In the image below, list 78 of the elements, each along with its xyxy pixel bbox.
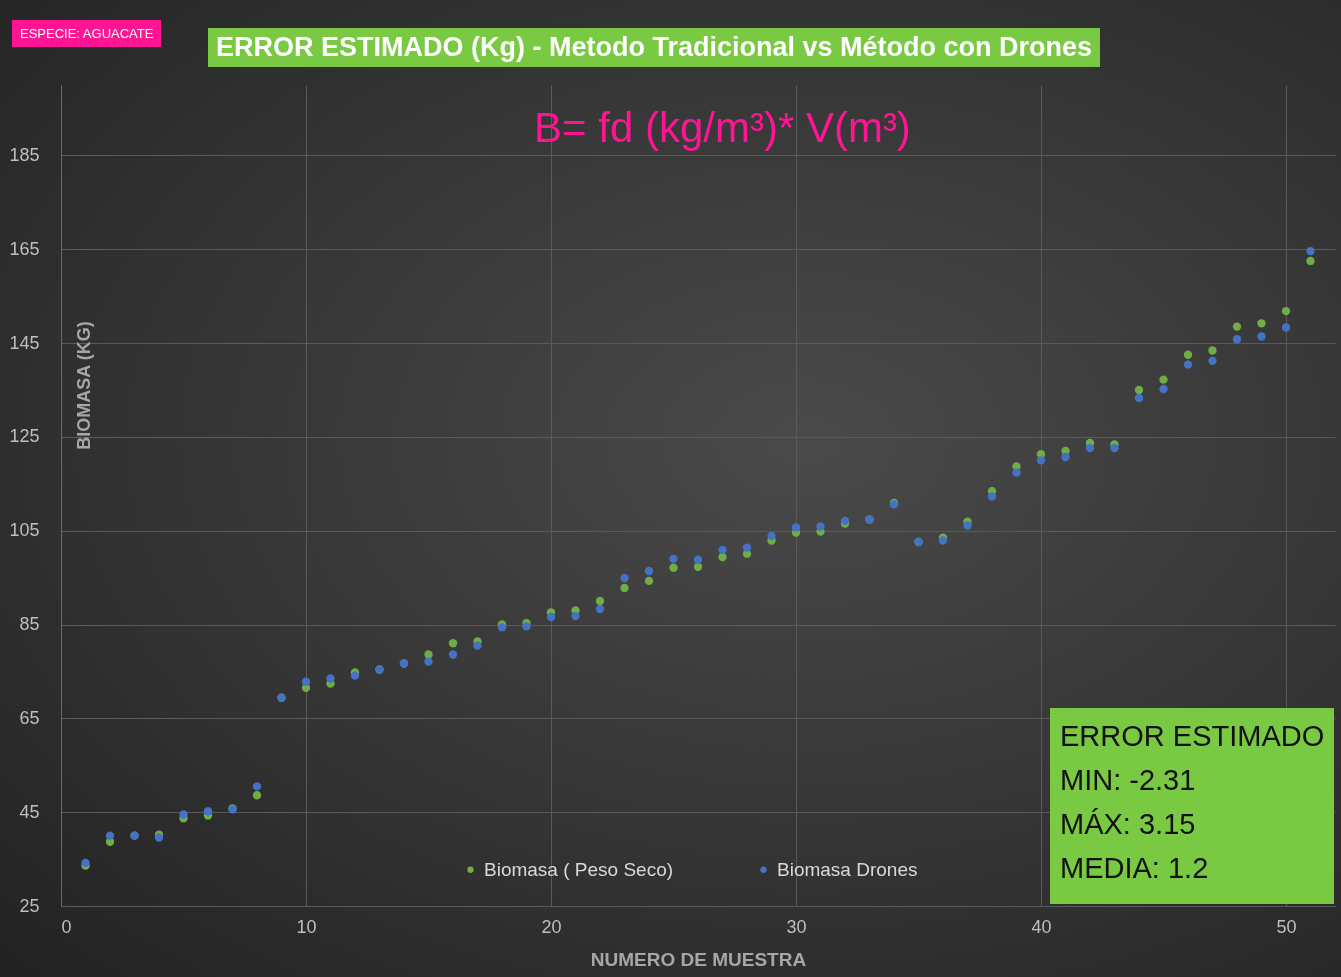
- point: [718, 545, 727, 555]
- point: [252, 791, 262, 800]
- y-tick-label: 105: [9, 520, 40, 541]
- point: [767, 531, 776, 541]
- point: [669, 563, 678, 572]
- y-tick-label: 25: [19, 895, 40, 916]
- point: [1012, 468, 1021, 477]
- point: [1208, 356, 1217, 366]
- point: [1085, 443, 1095, 453]
- point: [620, 583, 629, 593]
- point: [448, 650, 458, 659]
- point: [1061, 452, 1070, 462]
- point: [816, 522, 825, 531]
- point: [1232, 322, 1242, 331]
- x-tick-label: 0: [61, 916, 72, 937]
- x-tick-label: 40: [1031, 916, 1052, 937]
- point: [105, 831, 115, 840]
- point: [693, 555, 703, 564]
- y-tick-label: 65: [19, 707, 40, 728]
- point: [718, 552, 727, 562]
- y-tick-label: 185: [9, 144, 40, 165]
- y-tick-label: 145: [9, 332, 40, 353]
- point: [424, 657, 433, 666]
- annotation: MEDIA: 1.2: [1060, 851, 1210, 886]
- chart-title: ERROR ESTIMADO (Kg) - Metodo Tradicional vs Método con Drones: [208, 28, 1101, 67]
- point: [301, 677, 311, 686]
- point: [326, 674, 335, 683]
- point: [1281, 306, 1291, 316]
- point: [1134, 385, 1144, 395]
- point: [252, 782, 262, 791]
- point: [644, 566, 654, 576]
- point: [963, 521, 972, 530]
- point: [1036, 456, 1046, 465]
- point: [620, 573, 629, 583]
- point: [571, 611, 580, 621]
- point: [1110, 443, 1119, 453]
- y-tick-label: 45: [19, 801, 40, 822]
- point: [1183, 360, 1193, 369]
- point: [1306, 246, 1315, 256]
- point: [1159, 384, 1168, 394]
- point: [1306, 256, 1315, 266]
- point: [1257, 319, 1266, 328]
- point: [742, 543, 752, 552]
- annotation: B= fd (kg/m³)* V(m³): [534, 104, 911, 152]
- x-tick-label: 30: [786, 916, 807, 937]
- y-tick-label: 85: [19, 614, 40, 635]
- text: ESPECIE: AGUACATE: [12, 20, 162, 47]
- x-tick-label: 20: [541, 916, 562, 937]
- point: [595, 604, 605, 614]
- legend-label: Biomasa Drones: [777, 858, 918, 880]
- point: [791, 523, 801, 532]
- point: [546, 612, 556, 622]
- point: [1281, 323, 1291, 332]
- point: [595, 596, 605, 606]
- annotation: MÁX: 3.15: [1060, 807, 1197, 842]
- point: [1159, 375, 1168, 384]
- point: [987, 492, 997, 501]
- annotation: ERROR ESTIMADO: [1060, 719, 1325, 754]
- point: [448, 639, 458, 648]
- point: [1183, 350, 1193, 359]
- y-tick-label: 125: [9, 426, 40, 447]
- x-tick-label: 50: [1276, 916, 1297, 937]
- legend-label: Biomasa ( Peso Seco): [484, 858, 674, 880]
- y-tick-label: 165: [9, 238, 40, 259]
- point: [1232, 335, 1242, 344]
- point: [669, 554, 678, 564]
- point: [1257, 332, 1266, 341]
- point: [1208, 346, 1217, 355]
- annotation: MIN: -2.31: [1060, 763, 1197, 798]
- x-tick-label: 10: [296, 916, 317, 937]
- point: [473, 641, 482, 650]
- y-axis-title: BIOMASA (KG): [73, 321, 94, 450]
- point: [179, 810, 188, 819]
- point: [203, 807, 213, 816]
- x-axis-title: NUMERO DE MUESTRA: [590, 948, 807, 970]
- point: [1134, 393, 1144, 403]
- point: [522, 622, 531, 631]
- point: [644, 576, 654, 586]
